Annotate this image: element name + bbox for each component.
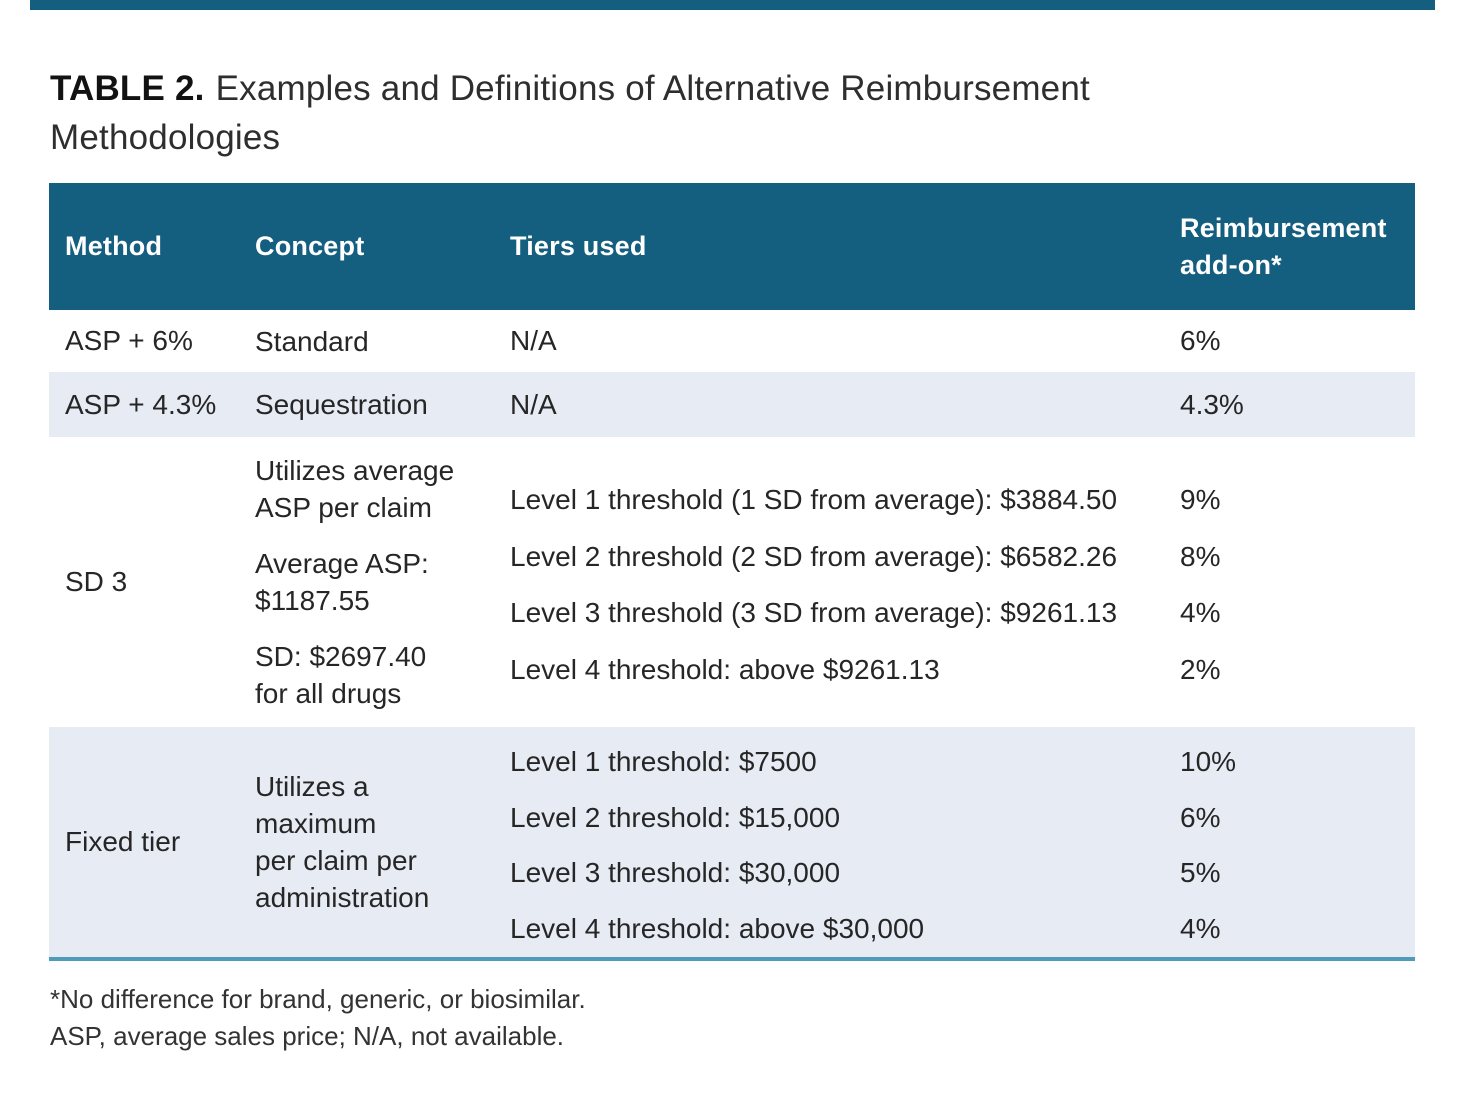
concept-paragraph: Sequestration [255,389,428,420]
table-body: ASP + 6% Standard N/A 6% ASP + 4.3% Sequestra… [49,310,1415,957]
table-row: Fixed tier Utilizes a maximum per claim p… [49,727,1415,957]
tier-line: Level 2 threshold: $15,000 [510,801,841,833]
top-rule [30,0,1435,10]
concept-cell: Standard [255,310,510,372]
addon-value: 6% [1180,325,1221,356]
concept-paragraph: SD: $2697.40 for all drugs [255,641,427,709]
table-header-row: Method Concept Tiers used Reimbursement add… [49,183,1415,310]
tier-line: Level 3 threshold: $30,000 [510,857,841,889]
footnote-asterisk: *No difference for brand, generic, or bi… [50,984,586,1014]
method-cell: ASP + 6% [65,325,193,356]
tiers-cell: N/A [510,372,1180,437]
addon-value: 5% [1180,857,1221,889]
method-cell: Fixed tier [65,826,181,857]
concept-paragraph: Average ASP: $1187.55 [255,548,429,616]
footnotes: *No difference for brand, generic, or bi… [50,981,586,1055]
column-header: Tiers used [510,231,647,261]
table-number-label: TABLE 2. [50,69,205,108]
tier-line: Level 4 threshold: above $9261.13 [510,653,940,685]
table-title: TABLE 2. Examples and Definitions of Alte… [50,64,1300,162]
tier-line: Level 1 threshold (1 SD from average): $… [510,484,1118,515]
reimbursement-table: Method Concept Tiers used Reimbursement add… [49,183,1415,961]
addon-value: 10% [1180,746,1237,777]
concept-paragraph: Utilizes a maximum per claim per adminis… [255,771,430,913]
tier-line: Level 3 threshold (3 SD from average): $… [510,597,1118,629]
tiers-cell: N/A [510,310,1180,372]
addon-value: 8% [1180,540,1221,572]
addon-cell: 6% [1180,310,1415,372]
column-header: Method [65,231,163,261]
tier-line: Level 1 threshold: $7500 [510,746,817,777]
concept-cell: Utilizes average ASP per claim Average AS… [255,437,510,727]
method-cell: ASP + 4.3% [65,388,217,420]
table-row: ASP + 4.3% Sequestration N/A 4.3% [49,372,1415,437]
addon-cell: 9% 8% 4% 2% [1180,437,1415,727]
concept-cell: Utilizes a maximum per claim per adminis… [255,727,510,957]
table-row: SD 3 Utilizes average ASP per claim Averag… [49,437,1415,727]
table-row: ASP + 6% Standard N/A 6% [49,310,1415,372]
footnote-abbreviations: ASP, average sales price; N/A, not avail… [50,1021,565,1051]
addon-cell: 10% 6% 5% 4% [1180,727,1415,957]
addon-value: 2% [1180,653,1221,685]
tiers-cell: Level 1 threshold: $7500 Level 2 threshol… [510,727,1180,957]
addon-value: 6% [1180,801,1221,833]
tier-line: N/A [510,325,557,356]
addon-cell: 4.3% [1180,372,1415,437]
concept-paragraph: Utilizes average ASP per claim [255,455,455,523]
addon-value: 4% [1180,912,1221,944]
column-header: Concept [255,231,365,261]
addon-value: 4% [1180,597,1221,629]
concept-cell: Sequestration [255,372,510,437]
concept-paragraph: Standard [255,325,369,357]
addon-value: 4.3% [1180,388,1244,420]
table-title-text: Examples and Definitions of Alternative … [50,69,1090,157]
tier-line: N/A [510,388,557,420]
tiers-cell: Level 1 threshold (1 SD from average): $… [510,437,1180,727]
method-cell: SD 3 [65,566,128,597]
tier-line: Level 4 threshold: above $30,000 [510,912,925,944]
addon-value: 9% [1180,484,1221,515]
tier-line: Level 2 threshold (2 SD from average): $… [510,540,1118,572]
column-header: Reimbursement add-on* [1180,212,1387,280]
